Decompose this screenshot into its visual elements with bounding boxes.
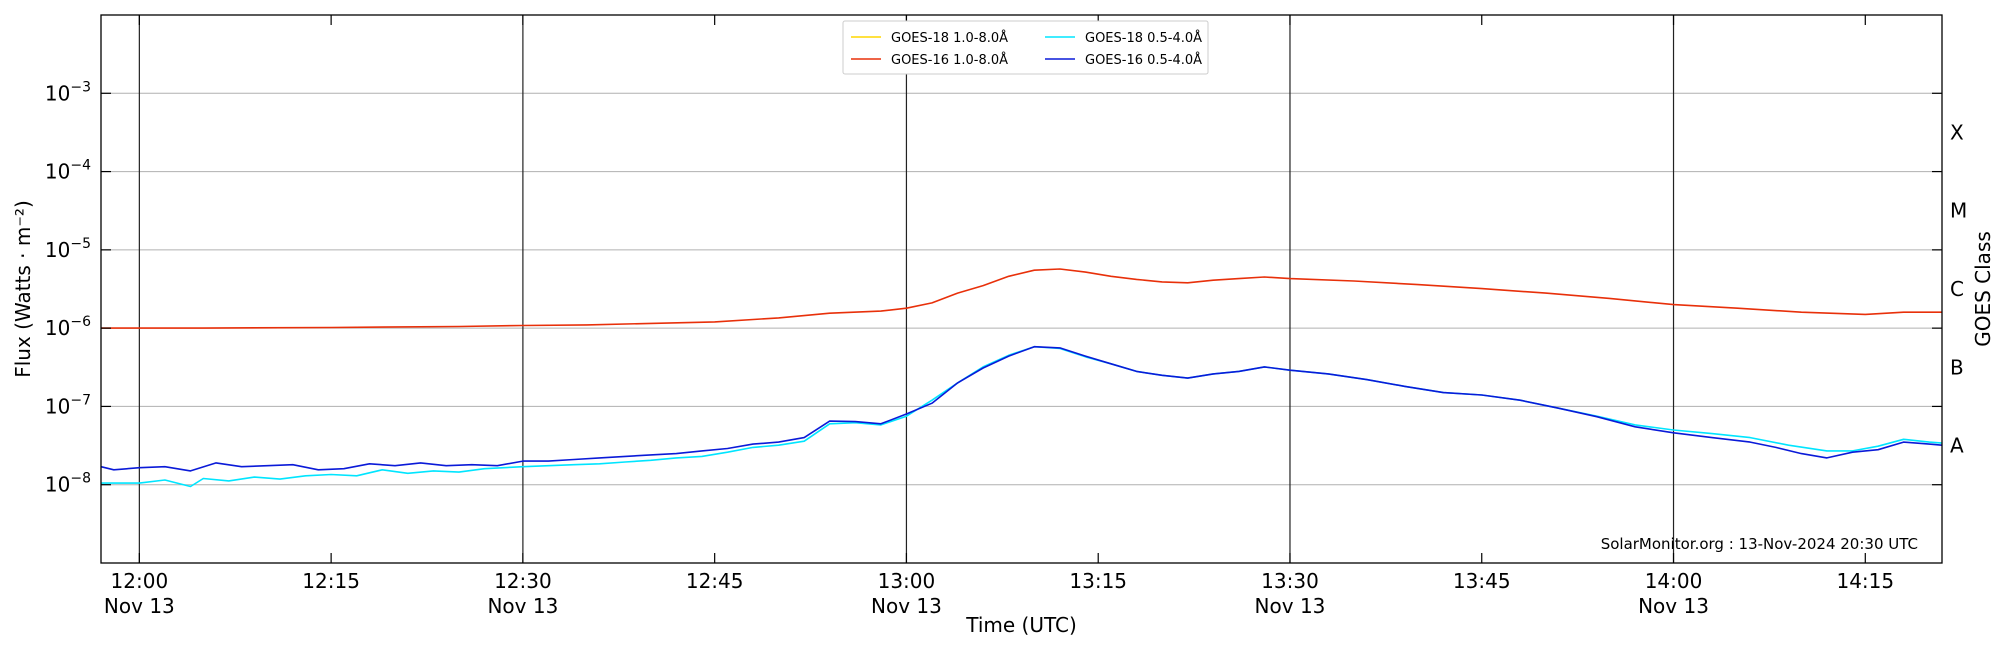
legend: GOES-18 1.0-8.0Å GOES-18 0.5-4.0Å GOES-16 … [842,20,1209,75]
goes-class-label: B [1950,355,1964,379]
legend-entry-label: GOES-18 1.0-8.0Å [891,30,1008,46]
y-tick-label: 10−4 [45,158,91,184]
plot-frame [100,14,1943,564]
y-tick-base: 10 [45,160,70,184]
x-tick-label: 12:30 [494,569,552,593]
goes-class-labels: A B C M X [1950,120,1967,457]
series-line [101,345,1943,488]
y-tick-exponent: −6 [70,314,91,330]
y-tick-exponent: −5 [70,236,91,252]
legend-entry-label: GOES-16 0.5-4.0Å [1085,52,1202,68]
y-tick-base: 10 [45,473,70,497]
grid-lines [101,92,1942,486]
legend-entry-label: GOES-16 1.0-8.0Å [891,52,1008,68]
x-tick-label: 13:00 [878,569,936,593]
x-axis-title: Time (UTC) [965,613,1077,637]
watermark-text: SolarMonitor.org : 13-Nov-2024 20:30 UTC [1601,535,1918,553]
goes-class-label: A [1950,434,1964,458]
x-tick-date-label: Nov 13 [1255,594,1326,618]
x-tick-label: 12:00 [111,569,169,593]
y-tick-label: 10−6 [45,314,91,340]
vertical-time-markers [138,15,1675,563]
y-tick-exponent: −3 [70,79,91,95]
y-axis-ticks: 10−810−710−610−510−410−3 [45,79,1942,497]
y-tick-base: 10 [45,394,70,418]
series-line [101,268,1942,329]
x-tick-label: 12:45 [686,569,744,593]
x-tick-date-label: Nov 13 [487,594,558,618]
series-lines [100,268,1943,488]
right-axis-title: GOES Class [1971,231,1995,347]
x-tick-date-label: Nov 13 [1638,594,1709,618]
y-tick-exponent: −7 [70,392,91,408]
x-tick-label: 13:30 [1261,569,1319,593]
goes-class-label: M [1950,199,1967,223]
y-tick-label: 10−3 [45,79,91,105]
legend-entry-label: GOES-18 0.5-4.0Å [1085,30,1202,46]
x-tick-label: 14:00 [1645,569,1703,593]
y-tick-exponent: −4 [70,158,91,174]
y-tick-exponent: −8 [70,471,91,487]
x-tick-label: 13:15 [1069,569,1127,593]
y-tick-base: 10 [45,238,70,262]
y-tick-label: 10−7 [45,392,91,418]
y-axis-title: Flux (Watts · m⁻²) [11,200,35,378]
legend-box [842,20,1209,75]
x-tick-date-label: Nov 13 [104,594,175,618]
y-tick-label: 10−8 [45,471,91,497]
x-tick-label: 14:15 [1836,569,1894,593]
series-line [100,345,1943,472]
goes-class-label: X [1950,120,1964,144]
x-tick-label: 13:45 [1453,569,1511,593]
x-tick-date-label: Nov 13 [871,594,942,618]
y-tick-label: 10−5 [45,236,91,262]
y-tick-base: 10 [45,316,70,340]
goes-class-label: C [1950,277,1964,301]
y-tick-base: 10 [45,81,70,105]
x-tick-label: 12:15 [302,569,360,593]
